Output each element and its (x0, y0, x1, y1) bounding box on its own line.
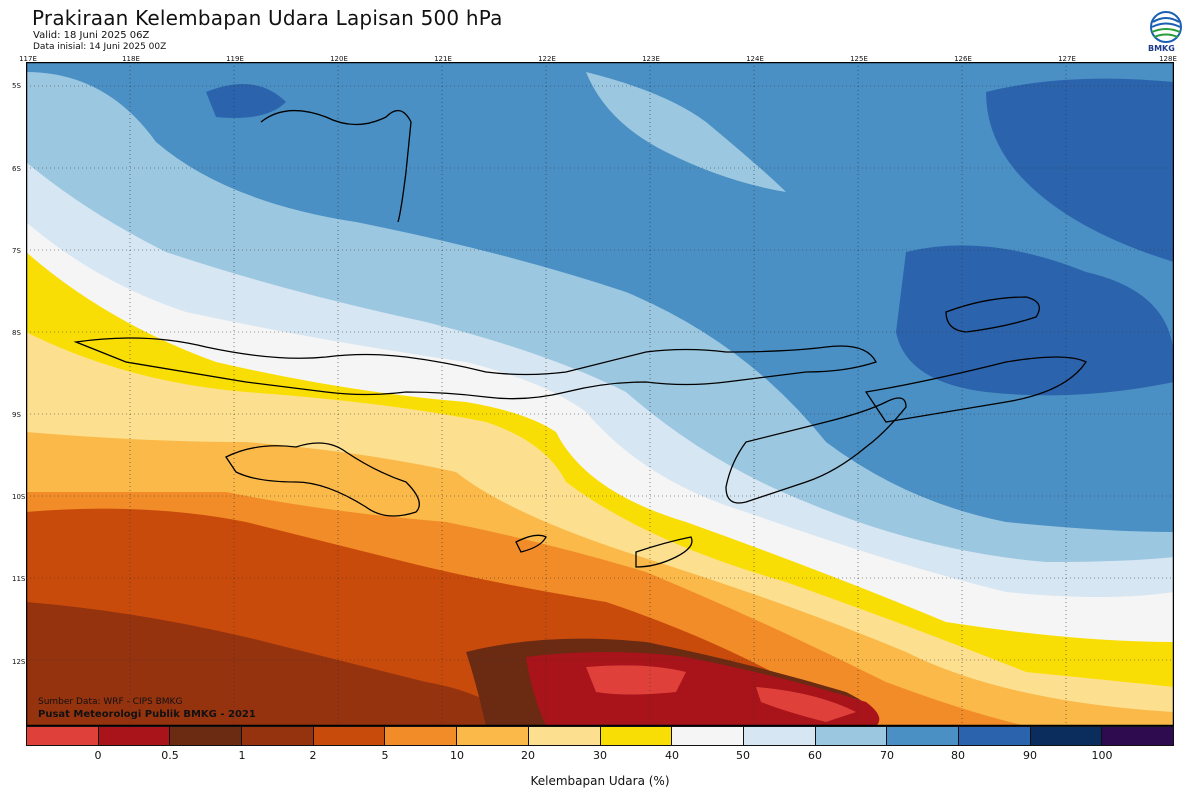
lon-label: 128E (1159, 55, 1177, 63)
colorbar-tick: 10 (450, 749, 464, 762)
colorbar-swatch (528, 727, 601, 745)
colorbar-tick: 50 (736, 749, 750, 762)
colorbar-swatch (242, 727, 314, 745)
colorbar-swatch (600, 727, 673, 745)
colorbar-swatch (98, 727, 171, 745)
colorbar-tick: 20 (521, 749, 535, 762)
bmkg-logo (1150, 11, 1182, 43)
colorbar-swatch (170, 727, 243, 745)
lon-label: 121E (434, 55, 452, 63)
band-60-70 (586, 72, 786, 192)
colorbar-swatch (743, 727, 816, 745)
credit-source: Sumber Data: WRF - CIPS BMKG (38, 697, 183, 707)
lat-label: 9S (12, 411, 21, 419)
lat-label: 6S (12, 165, 21, 173)
colorbar-tick: 100 (1091, 749, 1113, 762)
lat-label: 11S (12, 575, 26, 583)
colorbar-tick: 60 (808, 749, 822, 762)
colorbar-swatch (815, 727, 888, 745)
colorbar-swatch (385, 727, 458, 745)
lat-label: 8S (12, 329, 21, 337)
lat-label: 10S (12, 493, 26, 501)
colorbar-swatch (313, 727, 386, 745)
band-80-90 (206, 84, 286, 118)
lon-label: 120E (330, 55, 348, 63)
colorbar-swatch (958, 727, 1031, 745)
valid-time: Valid: 18 Juni 2025 06Z (33, 30, 150, 41)
lat-label: 7S (12, 247, 21, 255)
logo-text: BMKG (1148, 44, 1175, 53)
colorbar-swatch (1030, 727, 1103, 745)
lon-label: 118E (122, 55, 140, 63)
lon-label: 124E (746, 55, 764, 63)
lon-label: 123E (642, 55, 660, 63)
lon-label: 122E (538, 55, 556, 63)
band-1-2 (26, 602, 526, 726)
page-title: Prakiraan Kelembapan Udara Lapisan 500 h… (32, 6, 503, 30)
colorbar-tick: 80 (951, 749, 965, 762)
band-80-90 (896, 245, 1174, 396)
colorbar-tick: 1 (238, 749, 246, 762)
lon-label: 117E (19, 55, 37, 63)
colorbar-label: Kelembapan Udara (%) (530, 774, 670, 788)
colorbar-tick: 2 (309, 749, 317, 762)
colorbar-tick: 5 (381, 749, 389, 762)
band-80-90 (986, 78, 1174, 263)
colorbar-swatch (1102, 727, 1173, 745)
colorbar (26, 726, 1174, 746)
lon-label: 119E (226, 55, 244, 63)
colorbar-tick: 90 (1023, 749, 1037, 762)
band-lt-0 (586, 665, 686, 695)
lat-label: 5S (12, 82, 21, 90)
lon-label: 127E (1058, 55, 1076, 63)
humidity-map (26, 62, 1174, 726)
colorbar-tick: 0 (94, 749, 102, 762)
lat-label: 12S (12, 658, 26, 666)
colorbar-swatch (887, 727, 959, 745)
colorbar-tick: 30 (593, 749, 607, 762)
colorbar-swatch (672, 727, 744, 745)
init-time: Data inisial: 14 Juni 2025 00Z (33, 42, 167, 52)
graticule (26, 62, 1174, 726)
credit-org: Pusat Meteorologi Publik BMKG - 2021 (38, 709, 256, 720)
coastlines (73, 109, 1087, 568)
colorbar-swatch (27, 727, 99, 745)
lon-label: 126E (954, 55, 972, 63)
colorbar-tick: 70 (880, 749, 894, 762)
colorbar-tick: 0.5 (161, 749, 179, 762)
map-frame (26, 62, 1174, 726)
colorbar-swatch (457, 727, 529, 745)
colorbar-tick: 40 (665, 749, 679, 762)
band-lt-0 (756, 687, 856, 722)
lon-label: 125E (850, 55, 868, 63)
